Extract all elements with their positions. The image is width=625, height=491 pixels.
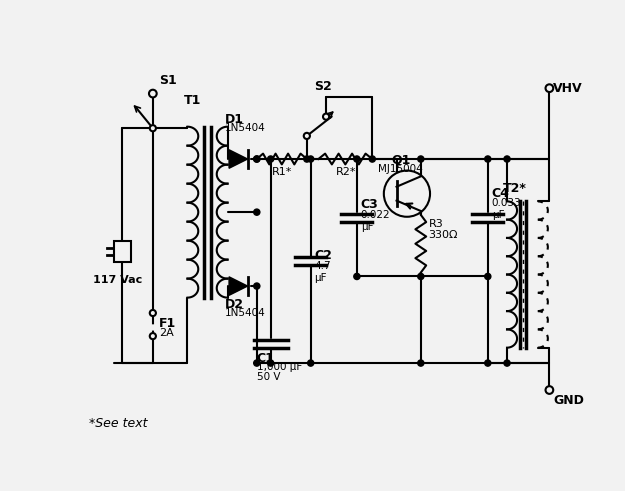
Text: S2: S2 [314,80,332,93]
Circle shape [369,156,376,162]
Text: C1: C1 [257,352,274,364]
Circle shape [268,156,274,162]
Circle shape [546,386,553,394]
Text: R1*: R1* [272,167,292,177]
Circle shape [268,360,274,366]
Circle shape [485,156,491,162]
Circle shape [254,283,260,289]
Text: μF: μF [314,273,327,283]
Text: D1: D1 [225,113,244,126]
Circle shape [504,156,510,162]
Text: 1,000 μF: 1,000 μF [257,361,302,372]
Text: 1N5404: 1N5404 [225,308,266,318]
Polygon shape [229,277,248,295]
Circle shape [308,360,314,366]
Circle shape [304,133,310,139]
Text: 2A: 2A [159,328,174,338]
Circle shape [418,156,424,162]
Text: R3: R3 [429,218,443,229]
Text: Q1: Q1 [391,154,411,166]
Text: D2: D2 [225,298,244,311]
Circle shape [485,360,491,366]
Text: 117 Vac: 117 Vac [92,274,142,284]
Text: C4: C4 [492,187,509,200]
Circle shape [384,170,430,217]
Text: 1N5404: 1N5404 [225,123,266,133]
Circle shape [150,333,156,339]
Text: S1: S1 [159,75,177,87]
Circle shape [504,360,510,366]
Text: GND: GND [553,394,584,407]
Circle shape [308,156,314,162]
Text: VHV: VHV [553,82,583,95]
Text: F1: F1 [159,317,176,330]
Circle shape [354,156,360,162]
Circle shape [485,273,491,279]
Circle shape [546,84,553,92]
Text: 330Ω: 330Ω [429,230,458,240]
Text: 0.022: 0.022 [361,210,391,220]
Circle shape [254,156,260,162]
Text: μF: μF [361,221,373,232]
Circle shape [418,273,424,279]
Circle shape [354,273,360,279]
Circle shape [149,90,157,97]
Text: MJ15004: MJ15004 [378,164,423,174]
Text: *See text: *See text [89,417,148,430]
Text: 50 V: 50 V [257,372,280,382]
Circle shape [254,360,260,366]
Text: C3: C3 [361,198,379,212]
Circle shape [323,113,329,120]
Text: T1: T1 [184,94,201,108]
Text: R2*: R2* [336,167,357,177]
Circle shape [150,310,156,316]
Polygon shape [229,150,248,168]
Circle shape [304,156,310,162]
Circle shape [150,125,156,131]
Circle shape [254,156,260,162]
Circle shape [418,360,424,366]
Text: T2*: T2* [503,182,527,195]
Bar [114,241,131,262]
Text: 4.7: 4.7 [314,261,331,271]
Text: μF: μF [492,210,504,220]
Text: C2: C2 [314,249,332,263]
Circle shape [254,209,260,215]
Text: 0.033: 0.033 [492,198,521,209]
